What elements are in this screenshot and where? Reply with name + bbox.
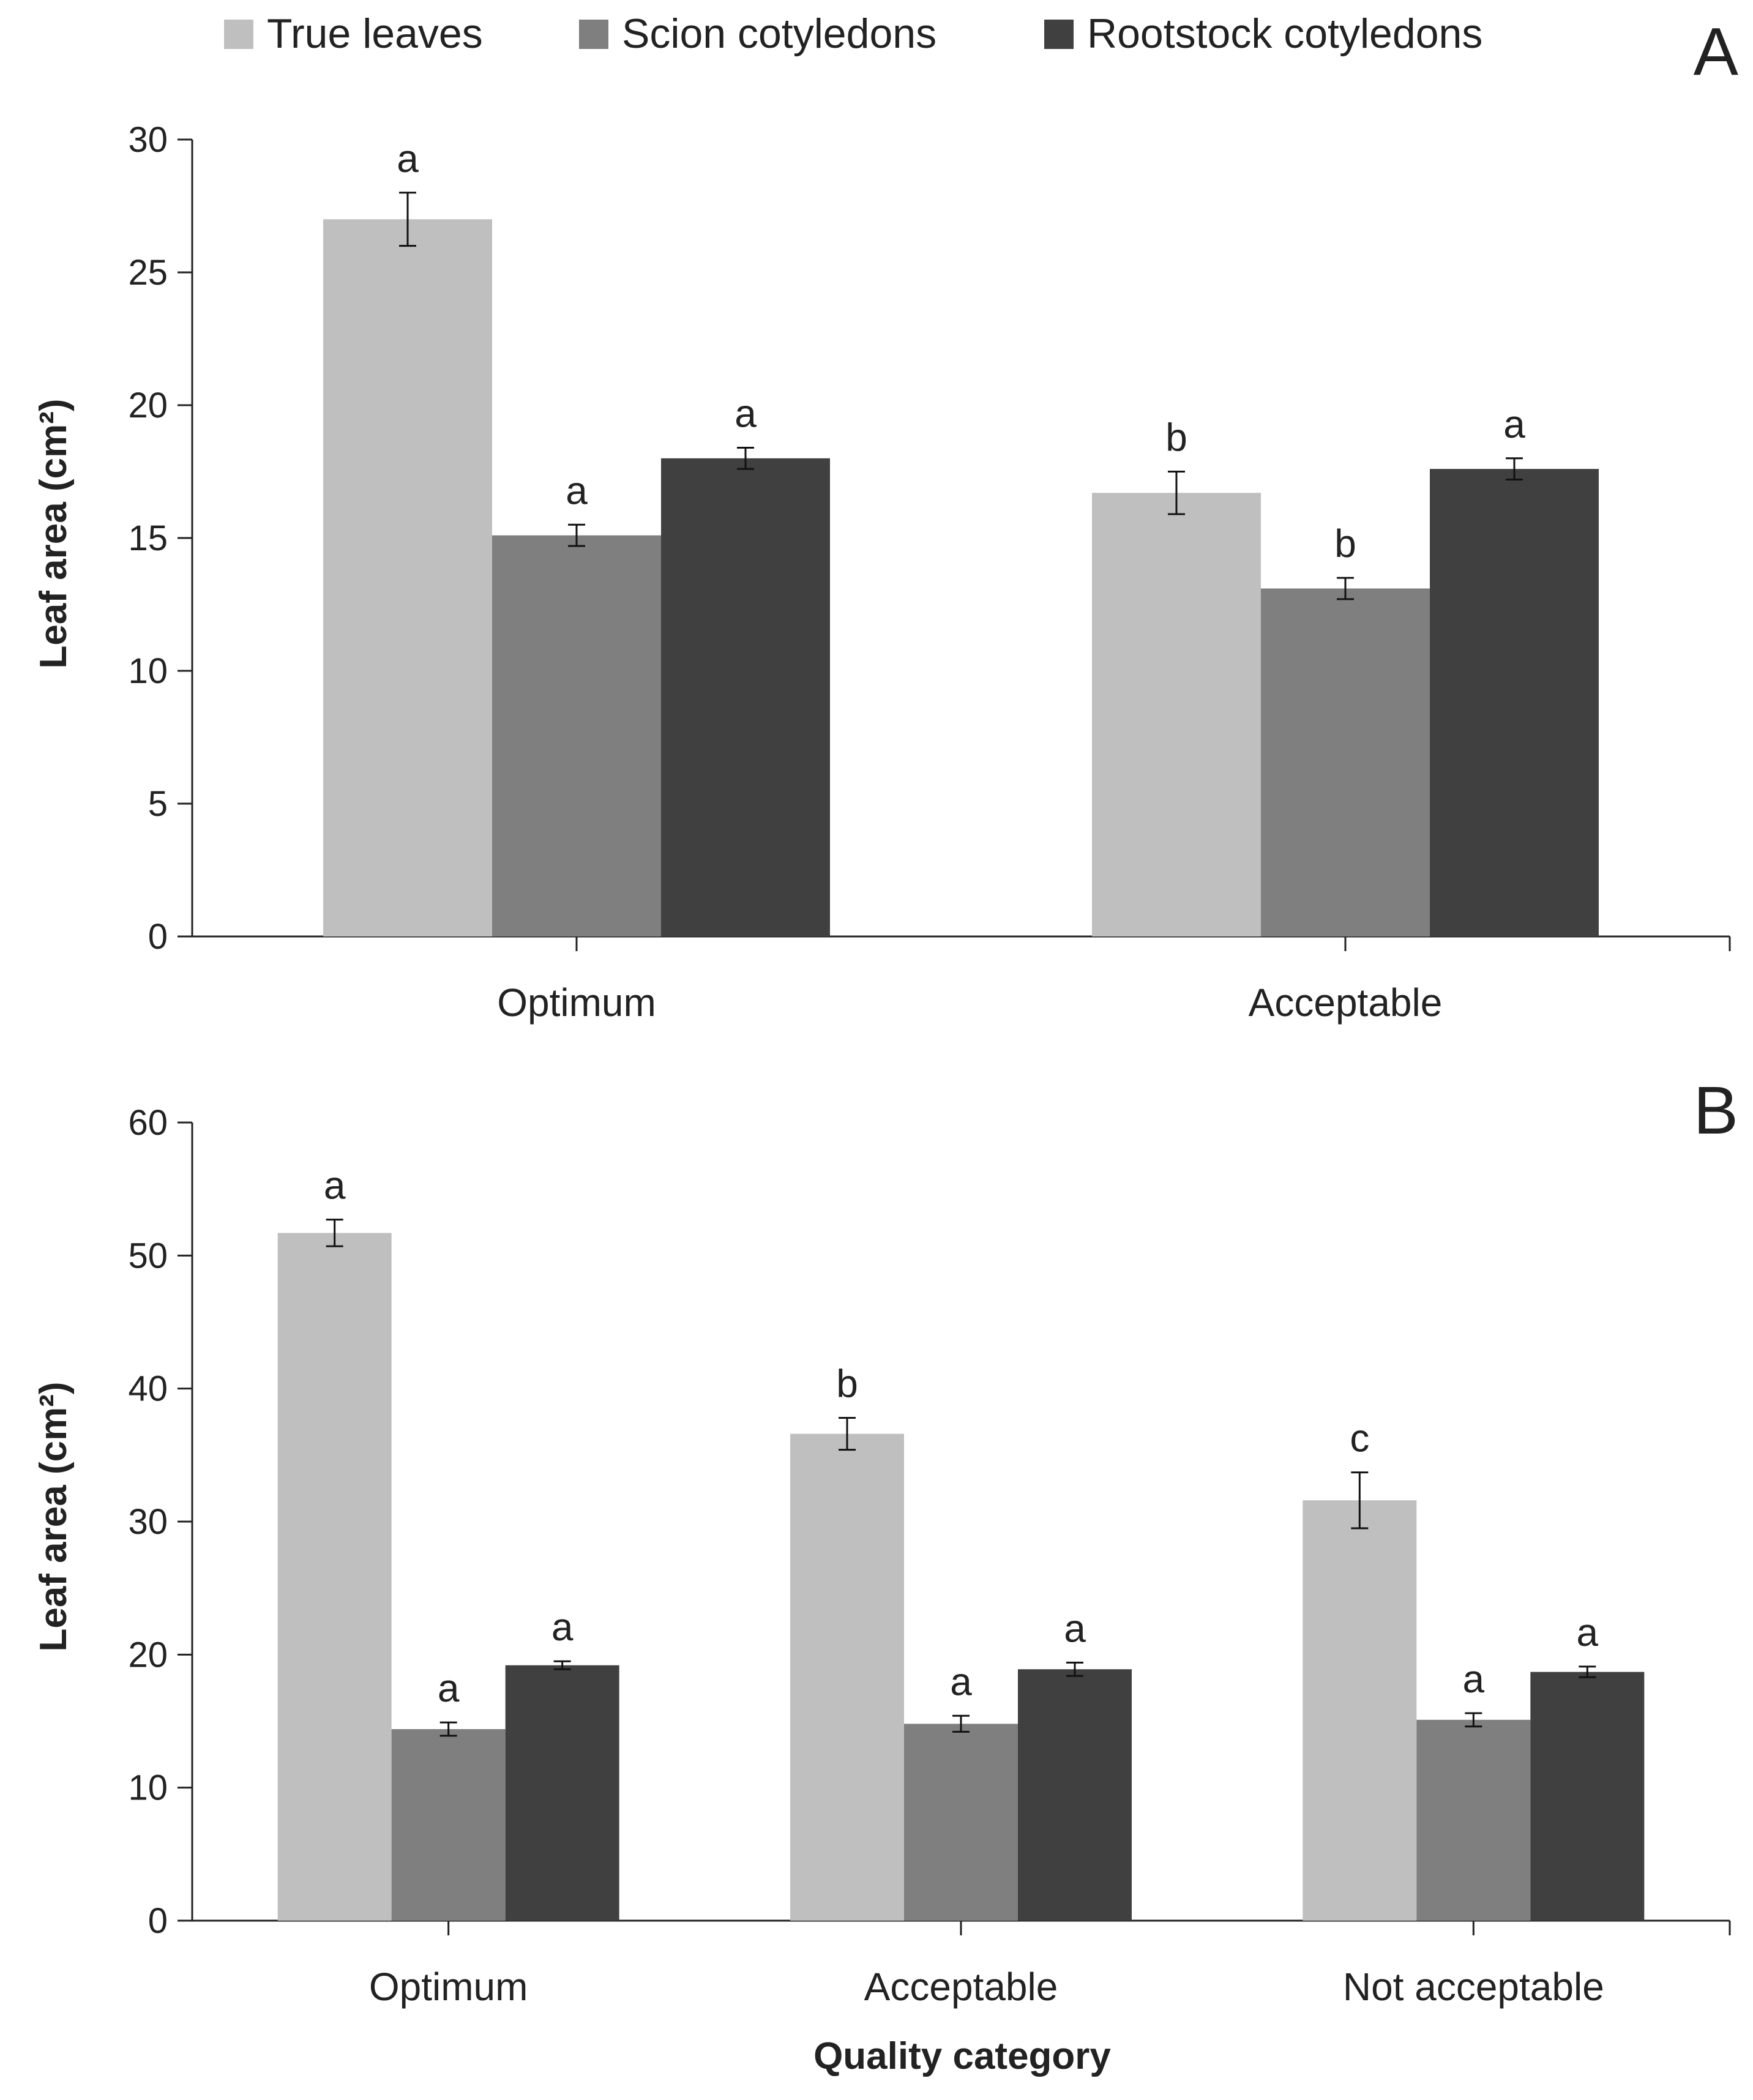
panel-b-y-tick-label: 10 — [128, 1768, 168, 1808]
panel-b-optimum-true-leaves-significance-letter: a — [324, 1164, 346, 1208]
panel-a-optimum-scion-cotyledons-significance-letter: a — [566, 468, 588, 512]
panel-a-category-label-optimum: Optimum — [497, 981, 656, 1025]
panel-b-acceptable-scion-cotyledons-significance-letter: a — [950, 1659, 972, 1703]
panel-b-category-label-not-acceptable: Not acceptable — [1343, 1965, 1604, 2009]
panel-a-optimum-true-leaves-significance-letter: a — [397, 136, 419, 181]
legend-label-rootstock-cotyledons: Rootstock cotyledons — [1087, 10, 1482, 57]
x-axis-title: Quality category — [813, 2035, 1111, 2077]
panel-a-acceptable-true-leaves-bar — [1092, 493, 1261, 936]
panel-b-optimum-true-leaves-bar — [277, 1233, 392, 1921]
panel-b-not-acceptable-scion-cotyledons-bar — [1416, 1719, 1531, 1921]
panel-b-y-tick-label: 40 — [128, 1369, 168, 1409]
panel-a-y-tick-label: 0 — [148, 917, 168, 957]
panel-b-y-tick-label: 20 — [128, 1635, 168, 1675]
legend-label-true-leaves: True leaves — [267, 10, 483, 57]
panel-b-category-label-optimum: Optimum — [369, 1965, 528, 2009]
panel-a-optimum-scion-cotyledons-bar — [492, 535, 661, 936]
panel-a-optimum-true-leaves-bar — [323, 219, 492, 937]
panel-b-acceptable-rootstock-cotyledons-bar — [1018, 1669, 1132, 1921]
legend: True leaves Scion cotyledons Rootstock c… — [224, 10, 1482, 57]
panel-b-acceptable-true-leaves-significance-letter: b — [836, 1361, 858, 1405]
panel-a-y-tick-label: 20 — [128, 386, 168, 425]
panel-a-y-tick-label: 5 — [148, 784, 168, 824]
panel-a: A Leaf area (cm²) 0 5 10 15 20 25 30 Optimum a a a… — [32, 14, 1739, 1025]
panel-b-acceptable-rootstock-cotyledons-significance-letter: a — [1064, 1606, 1086, 1650]
panel-b-acceptable-true-leaves-bar — [790, 1433, 904, 1921]
panel-b-optimum-scion-cotyledons-significance-letter: a — [438, 1666, 460, 1710]
panel-b-y-tick-label: 0 — [148, 1901, 168, 1941]
panel-b-y-tick-label: 50 — [128, 1236, 168, 1276]
panel-b-category-label-acceptable: Acceptable — [864, 1965, 1058, 2009]
panel-a-acceptable-scion-cotyledons-bar — [1261, 588, 1430, 936]
legend-swatch-rootstock-cotyledons — [1044, 20, 1074, 49]
panel-a-optimum-rootstock-cotyledons-bar — [661, 458, 830, 936]
panel-b-y-tick-label: 30 — [128, 1502, 168, 1542]
panel-a-y-tick-label: 30 — [128, 120, 168, 160]
panel-b-optimum-rootstock-cotyledons-bar — [505, 1665, 619, 1921]
panel-b-optimum-scion-cotyledons-bar — [391, 1729, 506, 1921]
panel-a-y-tick-label: 15 — [128, 518, 168, 558]
legend-swatch-true-leaves — [224, 20, 253, 49]
panel-b-y-tick-label: 60 — [128, 1103, 168, 1143]
panel-b-not-acceptable-scion-cotyledons-significance-letter: a — [1463, 1657, 1485, 1701]
panel-b-plot: 0 10 20 30 40 50 60 Optimum a a a Acceptable b a a Not … — [128, 1103, 1731, 2009]
legend-label-scion-cotyledons: Scion cotyledons — [622, 10, 936, 57]
panel-a-acceptable-rootstock-cotyledons-bar — [1430, 469, 1599, 936]
panel-a-acceptable-true-leaves-significance-letter: b — [1165, 416, 1187, 460]
panel-a-y-tick-label: 10 — [128, 651, 168, 691]
panel-b-not-acceptable-rootstock-cotyledons-significance-letter: a — [1577, 1610, 1599, 1654]
panel-b-not-acceptable-rootstock-cotyledons-bar — [1530, 1672, 1645, 1921]
panel-b-not-acceptable-true-leaves-bar — [1303, 1500, 1417, 1921]
legend-swatch-scion-cotyledons — [579, 20, 608, 49]
panel-b-acceptable-scion-cotyledons-bar — [904, 1724, 1018, 1921]
panel-b-optimum-rootstock-cotyledons-significance-letter: a — [551, 1605, 574, 1649]
panel-b-y-axis-title: Leaf area (cm²) — [32, 1381, 75, 1651]
panel-a-y-tick-label: 25 — [128, 253, 168, 293]
panel-a-letter: A — [1694, 14, 1739, 89]
panel-a-acceptable-rootstock-cotyledons-significance-letter: a — [1503, 402, 1525, 446]
panel-a-y-axis-title: Leaf area (cm²) — [32, 398, 75, 668]
panel-b-not-acceptable-true-leaves-significance-letter: c — [1350, 1416, 1369, 1460]
panel-a-plot: 0 5 10 15 20 25 30 Optimum a a a Acceptable b b a — [128, 120, 1731, 1025]
panel-b: B Leaf area (cm²) 0 10 20 30 40 50 60 Optimum a a… — [32, 1073, 1738, 2077]
panel-a-optimum-rootstock-cotyledons-significance-letter: a — [734, 391, 757, 435]
panel-a-acceptable-scion-cotyledons-significance-letter: b — [1334, 521, 1356, 566]
panel-a-category-label-acceptable: Acceptable — [1249, 981, 1443, 1025]
panel-b-letter: B — [1694, 1073, 1738, 1148]
